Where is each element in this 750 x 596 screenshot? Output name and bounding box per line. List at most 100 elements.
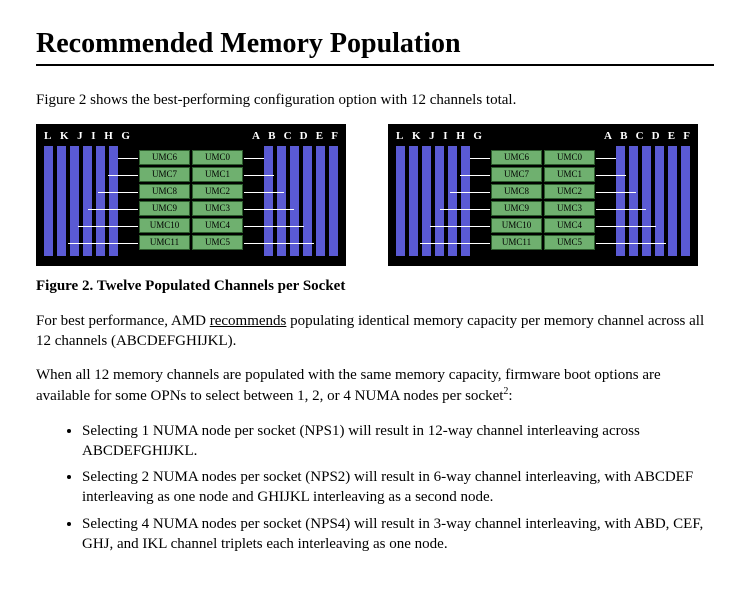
umc-cell: UMC2 xyxy=(544,184,595,199)
channel-letter: K xyxy=(412,130,421,142)
para2-a: For best performance, AMD xyxy=(36,313,210,329)
umc-cell: UMC4 xyxy=(544,218,595,233)
umc-cell: UMC1 xyxy=(544,167,595,182)
umc-cell: UMC7 xyxy=(139,167,190,182)
channel-bar xyxy=(70,146,79,256)
trace-line xyxy=(244,243,314,244)
trace-line xyxy=(98,192,138,193)
channel-letter: F xyxy=(683,130,690,142)
channel-letter: I xyxy=(443,130,447,142)
numa-bullets: Selecting 1 NUMA node per socket (NPS1) … xyxy=(64,421,714,555)
channel-bar xyxy=(44,146,53,256)
title-rule xyxy=(36,64,714,66)
channel-letter: J xyxy=(429,130,435,142)
umc-cell: UMC3 xyxy=(544,201,595,216)
channel-letter: F xyxy=(331,130,338,142)
para2-underline: recommends xyxy=(210,313,287,329)
channel-letter: D xyxy=(652,130,660,142)
socket-right: LKJIHGABCDEFUMC6UMC0UMC7UMC1UMC8UMC2UMC9… xyxy=(388,124,698,266)
bullet-nps2: Selecting 2 NUMA nodes per socket (NPS2)… xyxy=(82,467,714,508)
umc-cell: UMC2 xyxy=(192,184,243,199)
channel-bar xyxy=(96,146,105,256)
channel-letter: K xyxy=(60,130,69,142)
channel-bar xyxy=(461,146,470,256)
para3-b: : xyxy=(508,388,512,404)
umc-cell: UMC11 xyxy=(139,235,190,250)
channel-letter: A xyxy=(604,130,612,142)
intro-paragraph: Figure 2 shows the best-performing confi… xyxy=(36,90,714,110)
channel-bar xyxy=(629,146,638,256)
trace-line xyxy=(470,158,490,159)
channel-bar xyxy=(409,146,418,256)
socket-left: LKJIHGABCDEFUMC6UMC0UMC7UMC1UMC8UMC2UMC9… xyxy=(36,124,346,266)
bullet-nps1: Selecting 1 NUMA node per socket (NPS1) … xyxy=(82,421,714,462)
trace-line xyxy=(244,226,304,227)
trace-line xyxy=(420,243,490,244)
umc-cell: UMC7 xyxy=(491,167,542,182)
channel-letter: H xyxy=(456,130,465,142)
channel-bar xyxy=(329,146,338,256)
channel-bar xyxy=(303,146,312,256)
figure-2-diagrams: LKJIHGABCDEFUMC6UMC0UMC7UMC1UMC8UMC2UMC9… xyxy=(36,124,714,266)
umc-cell: UMC11 xyxy=(491,235,542,250)
channel-bar xyxy=(264,146,273,256)
channel-letter: J xyxy=(77,130,83,142)
channel-letter: I xyxy=(91,130,95,142)
umc-cell: UMC6 xyxy=(139,150,190,165)
trace-line xyxy=(596,243,666,244)
trace-line xyxy=(430,226,490,227)
channel-bar xyxy=(668,146,677,256)
channel-bar xyxy=(435,146,444,256)
trace-line xyxy=(596,192,636,193)
bullet-nps4: Selecting 4 NUMA nodes per socket (NPS4)… xyxy=(82,514,714,555)
channel-letter: E xyxy=(668,130,675,142)
trace-line xyxy=(244,175,274,176)
channel-letter: L xyxy=(396,130,403,142)
trace-line xyxy=(440,209,490,210)
channel-letter: G xyxy=(121,130,130,142)
trace-line xyxy=(596,209,646,210)
channel-bar xyxy=(642,146,651,256)
channel-letter: B xyxy=(268,130,275,142)
channel-bar xyxy=(616,146,625,256)
para3-a: When all 12 memory channels are populate… xyxy=(36,367,661,404)
umc-cell: UMC8 xyxy=(491,184,542,199)
umc-cell: UMC10 xyxy=(491,218,542,233)
page-title: Recommended Memory Population xyxy=(36,28,714,60)
umc-cell: UMC8 xyxy=(139,184,190,199)
trace-line xyxy=(88,209,138,210)
channel-bar xyxy=(316,146,325,256)
channel-bar xyxy=(396,146,405,256)
trace-line xyxy=(108,175,138,176)
umc-cell: UMC4 xyxy=(192,218,243,233)
trace-line xyxy=(244,209,294,210)
channel-letter: E xyxy=(316,130,323,142)
channel-letter: H xyxy=(104,130,113,142)
trace-line xyxy=(596,175,626,176)
umc-cell: UMC9 xyxy=(139,201,190,216)
channel-bar xyxy=(109,146,118,256)
channel-letter: L xyxy=(44,130,51,142)
umc-cell: UMC1 xyxy=(192,167,243,182)
channel-letter: A xyxy=(252,130,260,142)
trace-line xyxy=(78,226,138,227)
umc-cell: UMC5 xyxy=(192,235,243,250)
umc-cell: UMC9 xyxy=(491,201,542,216)
channel-bar xyxy=(277,146,286,256)
trace-line xyxy=(450,192,490,193)
umc-cell: UMC0 xyxy=(544,150,595,165)
trace-line xyxy=(596,158,616,159)
channel-letter: D xyxy=(300,130,308,142)
trace-line xyxy=(118,158,138,159)
channel-bar xyxy=(681,146,690,256)
umc-cell: UMC0 xyxy=(192,150,243,165)
umc-cell: UMC5 xyxy=(544,235,595,250)
channel-letter: C xyxy=(636,130,644,142)
umc-cell: UMC6 xyxy=(491,150,542,165)
channel-bar xyxy=(448,146,457,256)
channel-bar xyxy=(655,146,664,256)
trace-line xyxy=(596,226,656,227)
paragraph-numa: When all 12 memory channels are populate… xyxy=(36,365,714,407)
channel-letter: B xyxy=(620,130,627,142)
umc-cell: UMC10 xyxy=(139,218,190,233)
